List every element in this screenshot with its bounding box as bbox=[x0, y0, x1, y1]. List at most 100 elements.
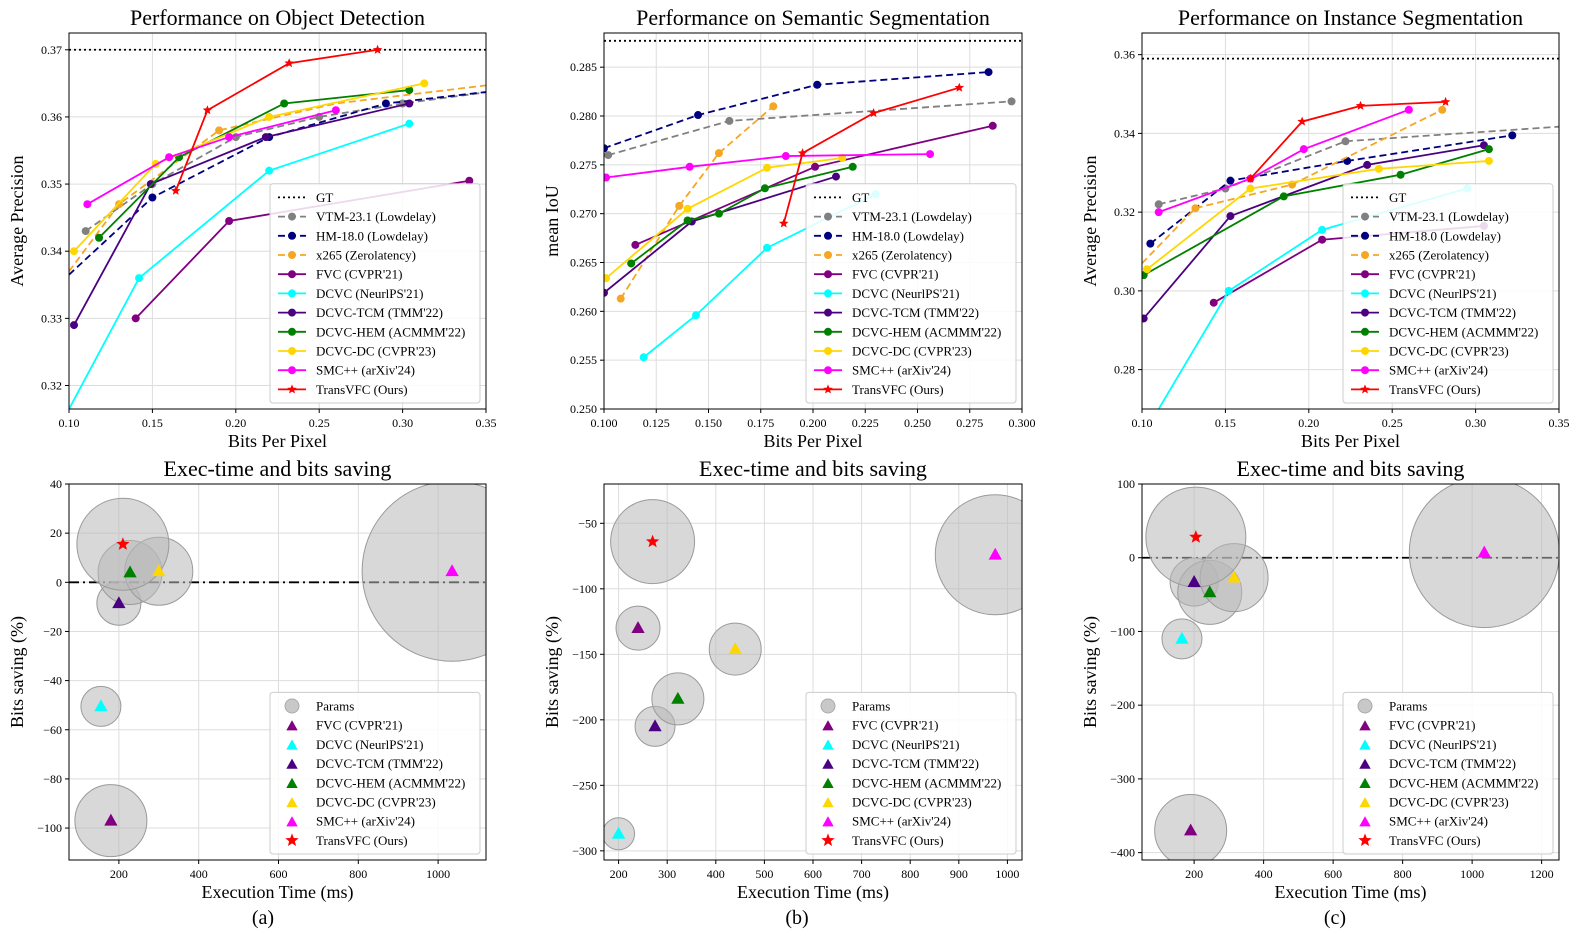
data-point bbox=[604, 151, 613, 160]
legend-label: Params bbox=[1389, 699, 1427, 714]
legend-label: Params bbox=[852, 699, 890, 714]
data-point bbox=[671, 691, 685, 704]
caption-c: (c) bbox=[1324, 907, 1346, 929]
plot-area bbox=[604, 39, 1022, 362]
data-point bbox=[813, 80, 822, 89]
data-point bbox=[405, 99, 414, 108]
x-tick-label: 0.10 bbox=[59, 416, 80, 430]
data-point bbox=[848, 162, 857, 171]
data-point bbox=[265, 166, 274, 175]
legend-marker bbox=[823, 384, 833, 394]
x-axis-label: Bits Per Pixel bbox=[228, 431, 327, 451]
legend-label: SMC++ (arXiv'24) bbox=[316, 814, 415, 829]
data-point bbox=[1363, 160, 1372, 169]
data-point bbox=[1143, 265, 1152, 274]
legend-frame bbox=[269, 691, 481, 855]
data-point bbox=[1142, 314, 1148, 323]
legend-label: DCVC-HEM (ACMMM'22) bbox=[1389, 324, 1538, 339]
y-tick-label: 20 bbox=[50, 526, 62, 540]
legend-marker bbox=[286, 739, 298, 750]
x-tick-label: 0.25 bbox=[309, 416, 330, 430]
legend-label: SMC++ (arXiv'24) bbox=[316, 363, 415, 378]
axes-frame bbox=[603, 483, 1023, 861]
legend-marker bbox=[824, 366, 832, 375]
chart-title: Exec-time and bits saving bbox=[699, 456, 927, 481]
legend-label: DCVC-DC (CVPR'23) bbox=[1389, 344, 1509, 359]
data-point bbox=[165, 153, 174, 162]
legend-label: DCVC-DC (CVPR'23) bbox=[852, 795, 972, 810]
legend-marker bbox=[1359, 797, 1371, 808]
legend-marker bbox=[824, 308, 832, 317]
legend-frame bbox=[1342, 691, 1554, 855]
x-tick-label: 600 bbox=[269, 867, 287, 881]
data-point bbox=[1175, 631, 1189, 644]
legend-marker bbox=[1360, 384, 1370, 394]
series-line-0 bbox=[607, 100, 1012, 156]
legend-marker bbox=[1361, 251, 1369, 259]
data-point bbox=[1404, 105, 1413, 114]
data-point bbox=[284, 58, 294, 68]
data-point bbox=[152, 564, 166, 577]
legend-marker bbox=[288, 289, 296, 298]
y-tick-label: −100 bbox=[37, 821, 62, 835]
legend-marker bbox=[824, 231, 832, 240]
legend-label: DCVC-TCM (TMM'22) bbox=[852, 305, 979, 320]
legend-marker bbox=[284, 698, 300, 714]
data-point bbox=[926, 150, 935, 159]
data-point bbox=[683, 204, 692, 213]
x-tick-label: 200 bbox=[110, 867, 128, 881]
y-tick-label: 0.36 bbox=[41, 110, 62, 124]
y-tick-label: 0.260 bbox=[570, 304, 597, 318]
legend-label: FVC (CVPR'21) bbox=[316, 267, 403, 282]
data-point bbox=[1374, 164, 1383, 173]
legend-label: FVC (CVPR'21) bbox=[1389, 267, 1476, 282]
x-tick-label: 600 bbox=[1324, 867, 1342, 881]
legend-marker bbox=[824, 289, 832, 298]
plot-area bbox=[69, 44, 486, 409]
axes-frame bbox=[68, 483, 487, 861]
legend-marker bbox=[288, 212, 296, 221]
legend-label: DCVC-HEM (ACMMM'22) bbox=[852, 324, 1001, 339]
x-tick-label: 900 bbox=[950, 867, 968, 881]
legend-label: DCVC-HEM (ACMMM'22) bbox=[316, 324, 465, 339]
legend-label: SMC++ (arXiv'24) bbox=[852, 814, 951, 829]
legend: GT VTM-23.1 (Lowdelay) HM-18.0 (Lowdelay) x… bbox=[269, 183, 481, 404]
y-tick-label: 0.34 bbox=[1114, 126, 1135, 140]
y-tick-label: −60 bbox=[43, 723, 62, 737]
legend-label: DCVC (NeurlPS'21) bbox=[316, 286, 423, 301]
y-tick-label: 0.265 bbox=[570, 256, 597, 270]
y-tick-label: −100 bbox=[1110, 624, 1135, 638]
x-tick-label: 0.35 bbox=[1549, 416, 1570, 430]
y-tick-label: 0.32 bbox=[41, 379, 62, 393]
x-tick-label: 400 bbox=[1255, 867, 1273, 881]
legend: Params FVC (CVPR'21) DCVC (NeurlPS'21) DCVC… bbox=[805, 691, 1017, 855]
data-point bbox=[215, 126, 224, 135]
legend-label: VTM-23.1 (Lowdelay) bbox=[1389, 209, 1509, 224]
legend-label: DCVC (NeurlPS'21) bbox=[1389, 737, 1496, 752]
y-tick-label: 0.285 bbox=[570, 60, 597, 74]
legend-label: Params bbox=[316, 699, 354, 714]
data-point bbox=[1203, 585, 1217, 598]
legend-marker bbox=[1361, 270, 1369, 279]
legend-label: DCVC-DC (CVPR'23) bbox=[316, 344, 436, 359]
data-point bbox=[81, 227, 90, 236]
data-point bbox=[1187, 575, 1201, 587]
y-tick-label: −100 bbox=[572, 582, 597, 596]
legend-marker bbox=[1359, 720, 1371, 731]
y-tick-label: −50 bbox=[578, 516, 597, 530]
data-point bbox=[1146, 239, 1155, 248]
x-tick-label: 600 bbox=[804, 867, 822, 881]
params-bubble bbox=[934, 494, 1022, 616]
data-point bbox=[691, 311, 700, 320]
x-tick-label: 300 bbox=[658, 867, 676, 881]
x-axis-label: Execution Time (ms) bbox=[202, 882, 354, 903]
series-line-1 bbox=[604, 71, 989, 150]
legend-marker bbox=[288, 308, 296, 317]
legend: Params FVC (CVPR'21) DCVC (NeurlPS'21) DCVC… bbox=[269, 691, 481, 855]
y-axis-label: Bits saving (%) bbox=[1080, 616, 1101, 728]
x-tick-label: 0.20 bbox=[225, 416, 246, 430]
legend-label: FVC (CVPR'21) bbox=[852, 267, 939, 282]
data-point bbox=[868, 108, 879, 118]
legend-marker bbox=[822, 720, 834, 731]
